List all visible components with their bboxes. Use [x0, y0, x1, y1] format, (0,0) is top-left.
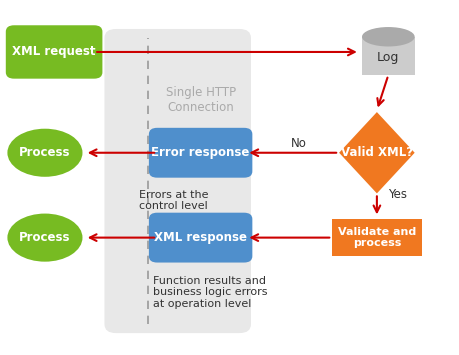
FancyBboxPatch shape: [104, 29, 251, 333]
Text: Validate and
process: Validate and process: [337, 227, 415, 248]
Text: Process: Process: [19, 146, 71, 159]
Ellipse shape: [361, 27, 414, 47]
Text: Valid XML?: Valid XML?: [340, 146, 412, 159]
Ellipse shape: [361, 59, 414, 75]
Text: Process: Process: [19, 231, 71, 244]
Text: No: No: [291, 137, 306, 151]
FancyBboxPatch shape: [6, 25, 102, 79]
Text: Single HTTP
Connection: Single HTTP Connection: [165, 86, 235, 114]
Text: Error response: Error response: [151, 146, 249, 159]
Text: Log: Log: [376, 51, 399, 64]
FancyBboxPatch shape: [361, 37, 414, 75]
FancyBboxPatch shape: [149, 128, 252, 178]
Text: Errors at the
control level: Errors at the control level: [139, 190, 208, 211]
Ellipse shape: [7, 214, 82, 262]
Text: XML response: XML response: [154, 231, 246, 244]
Text: XML request: XML request: [12, 45, 95, 59]
Text: Function results and
business logic errors
at operation level: Function results and business logic erro…: [152, 276, 267, 309]
Polygon shape: [338, 112, 414, 193]
FancyBboxPatch shape: [331, 219, 420, 256]
FancyBboxPatch shape: [149, 213, 252, 263]
Text: Yes: Yes: [387, 188, 406, 201]
Ellipse shape: [7, 129, 82, 177]
